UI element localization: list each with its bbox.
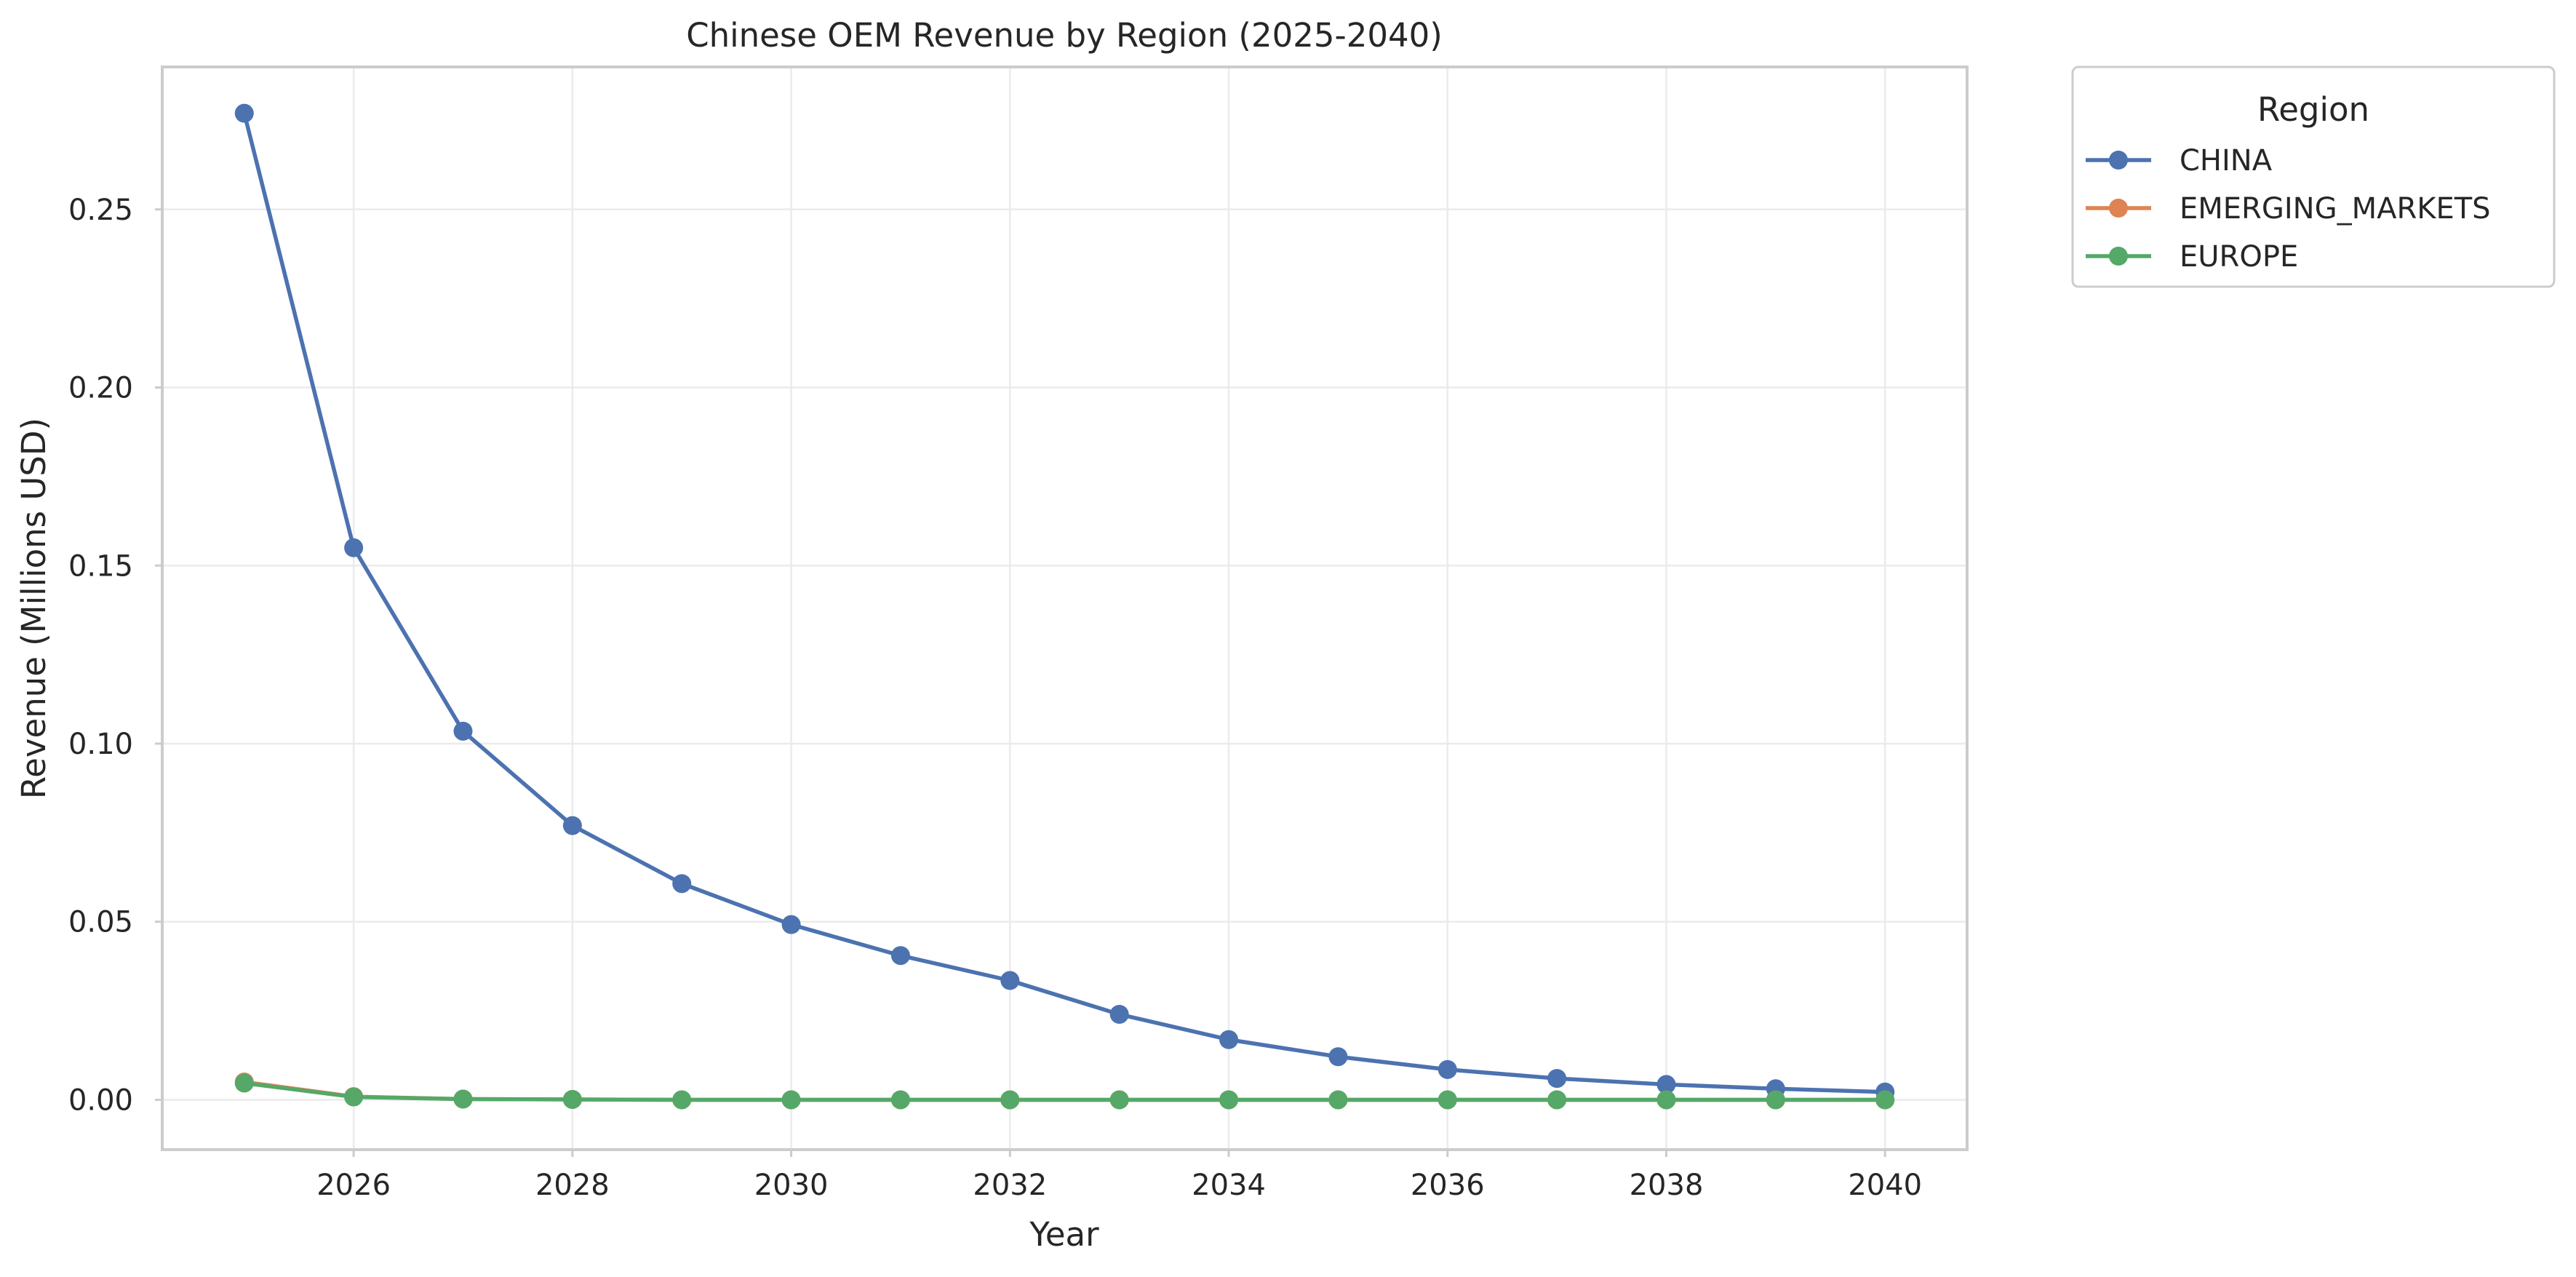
series-china	[234, 103, 1895, 1102]
y-tick-label: 0.15	[68, 549, 133, 583]
series-layer	[234, 103, 1895, 1110]
legend-marker	[2109, 151, 2128, 170]
legend-entry: EMERGING_MARKETS	[2086, 192, 2491, 226]
legend-marker	[2109, 247, 2128, 266]
data-point	[1328, 1047, 1348, 1067]
legend-entry: CHINA	[2086, 144, 2273, 178]
x-tick-label: 2030	[754, 1169, 829, 1202]
series-emerging-markets	[234, 1073, 1895, 1110]
data-point	[1437, 1090, 1457, 1110]
y-tick-label: 0.10	[68, 728, 133, 761]
legend-entries: CHINA EMERGING_MARKETS EUROPE	[2086, 144, 2491, 274]
legend-title: Region	[2257, 90, 2369, 129]
x-tick-label: 2028	[535, 1169, 610, 1202]
grid-layer	[162, 67, 1967, 1150]
data-point	[781, 1090, 801, 1110]
data-point	[453, 721, 473, 741]
data-point	[1656, 1075, 1676, 1094]
legend-entry: EUROPE	[2086, 240, 2298, 274]
series-line	[242, 1081, 1887, 1102]
series-line	[242, 111, 1887, 1094]
data-point	[1656, 1090, 1676, 1110]
x-tick-label: 2032	[973, 1169, 1047, 1202]
data-point	[1109, 1005, 1129, 1024]
legend-box	[2071, 65, 2556, 288]
data-point	[344, 1087, 364, 1107]
chart-title: Chinese OEM Revenue by Region (2025-2040…	[686, 16, 1443, 55]
legend: Region CHINA EMERGING_MARKETS EUROPE	[2071, 65, 2556, 288]
legend-label: EUROPE	[2180, 240, 2298, 274]
data-point	[562, 816, 582, 835]
data-point	[1219, 1030, 1239, 1049]
data-point	[1766, 1090, 1785, 1110]
y-tick-label: 0.00	[68, 1083, 133, 1117]
x-tick-label: 2036	[1411, 1169, 1485, 1202]
data-point	[781, 915, 801, 934]
x-axis-label: Year	[1029, 1215, 1099, 1254]
data-point	[1000, 1090, 1020, 1110]
data-point	[672, 874, 692, 894]
y-tick-label: 0.20	[68, 372, 133, 405]
data-point	[1547, 1090, 1567, 1110]
data-point	[562, 1089, 582, 1109]
x-tick-label: 2038	[1630, 1169, 1704, 1202]
y-axis-label: Revenue (Millions USD)	[15, 418, 53, 799]
data-point	[1000, 971, 1020, 990]
data-point	[890, 946, 910, 966]
x-tick-label: 2034	[1192, 1169, 1266, 1202]
data-point	[344, 538, 364, 557]
plot-frame	[161, 65, 1969, 1151]
data-point	[890, 1090, 910, 1110]
data-point	[234, 103, 254, 123]
data-point	[234, 1073, 254, 1093]
data-point	[1219, 1090, 1239, 1110]
y-tick-label: 0.25	[68, 194, 133, 227]
series-europe	[234, 1073, 1895, 1110]
legend-label: CHINA	[2180, 144, 2273, 178]
ticks-layer: 2026 2028 2030 2032 2034 2036 2038 2040 0.00 0.05…	[68, 194, 1922, 1202]
legend-label: EMERGING_MARKETS	[2180, 192, 2491, 226]
y-tick-label: 0.05	[68, 906, 133, 939]
data-point	[672, 1090, 692, 1110]
data-point	[1547, 1069, 1567, 1089]
data-point	[453, 1089, 473, 1109]
x-tick-label: 2040	[1848, 1169, 1922, 1202]
legend-marker	[2109, 199, 2128, 218]
data-point	[1437, 1059, 1457, 1079]
data-point	[1875, 1090, 1895, 1110]
data-point	[1109, 1090, 1129, 1110]
data-point	[1328, 1090, 1348, 1110]
x-tick-label: 2026	[316, 1169, 391, 1202]
